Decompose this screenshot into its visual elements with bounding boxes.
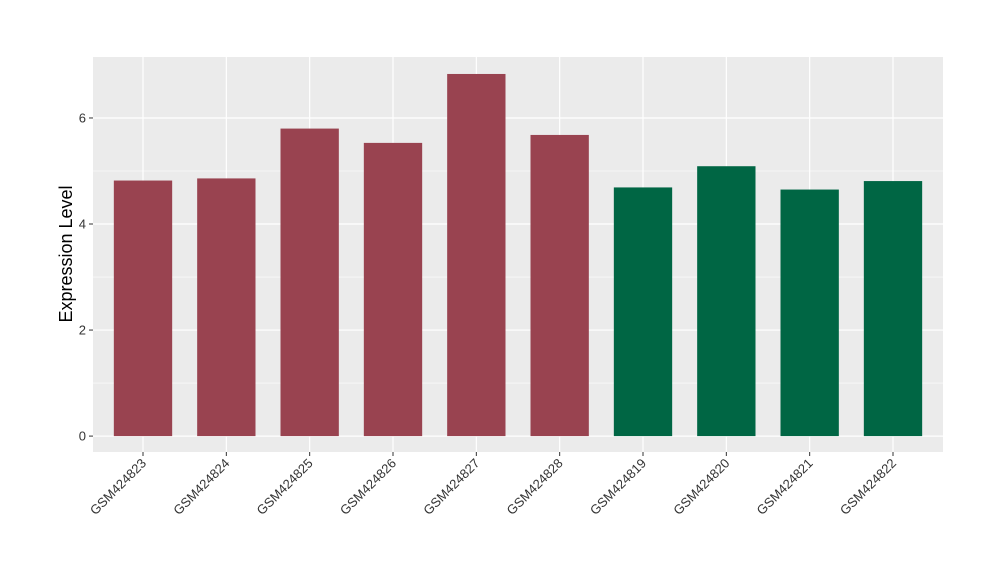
bar xyxy=(613,187,673,437)
bar xyxy=(197,178,256,437)
y-axis-title: Expression Level xyxy=(56,185,76,322)
y-tick-label: 6 xyxy=(79,110,86,125)
bar xyxy=(530,134,589,437)
bar xyxy=(780,189,839,437)
x-tick-label: GSM424824 xyxy=(170,456,232,518)
x-tick-label: GSM424827 xyxy=(420,456,482,518)
bar xyxy=(363,142,423,437)
x-tick-label: GSM424820 xyxy=(670,456,732,518)
x-tick-label: GSM424823 xyxy=(87,456,149,518)
x-tick-label: GSM424828 xyxy=(504,456,566,518)
x-tick-label: GSM424822 xyxy=(837,456,899,518)
y-tick-label: 4 xyxy=(79,217,86,232)
bar xyxy=(447,73,506,437)
y-tick-label: 0 xyxy=(79,429,86,444)
bar xyxy=(863,181,923,437)
y-axis: 0 2 4 6 xyxy=(79,110,93,444)
x-tick-label: GSM424819 xyxy=(587,456,649,518)
x-tick-label: GSM424826 xyxy=(337,456,399,518)
bar xyxy=(280,128,339,437)
bars xyxy=(113,73,923,437)
x-tick-label: GSM424825 xyxy=(254,456,316,518)
bar xyxy=(113,180,173,437)
x-axis: GSM424823 GSM424824 GSM424825 GSM424826 GSM4… xyxy=(87,452,899,518)
x-tick-label: GSM424821 xyxy=(754,456,816,518)
y-tick-label: 2 xyxy=(79,323,86,338)
bar xyxy=(697,166,756,437)
